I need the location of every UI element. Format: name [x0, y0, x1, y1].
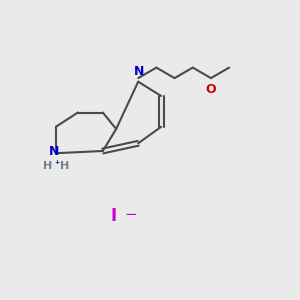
Text: −: −: [124, 207, 137, 222]
Text: I: I: [111, 207, 117, 225]
Text: H: H: [60, 161, 69, 171]
Text: O: O: [206, 83, 216, 97]
Text: H: H: [43, 161, 52, 171]
Text: N: N: [49, 145, 59, 158]
Text: N: N: [134, 65, 144, 78]
Text: ⁺: ⁺: [54, 160, 59, 170]
